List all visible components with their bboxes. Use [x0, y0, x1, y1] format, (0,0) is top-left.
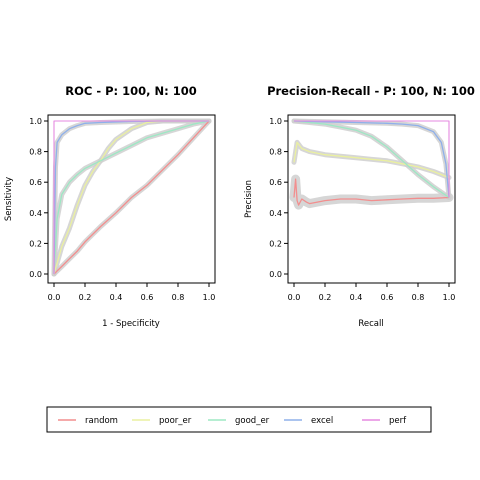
roc-y-axis-label: Sensitivity [4, 177, 14, 221]
roc-y-tick-label: 0.8 [29, 148, 42, 157]
roc-x-axis: 0.0 0.2 0.4 0.6 0.8 1.0 [48, 283, 216, 302]
roc-y-tick-label: 0.0 [29, 270, 42, 279]
pr-x-axis-label: Recall [358, 319, 383, 329]
pr-y-tick-label: 1.0 [269, 117, 282, 126]
roc-line-good-er [53, 120, 210, 275]
pr-y-tick-label: 0.8 [269, 148, 282, 157]
roc-x-tick-label: 0.0 [48, 293, 61, 302]
legend-label-excel: excel [311, 416, 333, 426]
pr-line-excel [293, 120, 450, 198]
roc-x-axis-label: 1 - Specificity [102, 319, 160, 329]
pr-confidence-bands [289, 118, 454, 210]
legend-box [46, 406, 432, 433]
roc-line-random [53, 120, 210, 275]
pr-y-axis: 0.0 0.2 0.4 0.6 0.8 1.0 [269, 117, 288, 279]
pr-line-perf [294, 120, 450, 198]
legend-label-perf: perf [389, 416, 407, 426]
pr-x-tick-label: 0.8 [412, 293, 425, 302]
pr-y-tick-label: 0.2 [269, 239, 282, 248]
pr-line-random [293, 178, 450, 206]
roc-title: ROC - P: 100, N: 100 [65, 84, 197, 98]
pr-x-axis: 0.0 0.2 0.4 0.6 0.8 1.0 [288, 283, 456, 302]
roc-series-lines [53, 120, 210, 275]
pr-line-poor-er [293, 141, 450, 179]
pr-line-good-er [293, 120, 450, 199]
pr-panel: Precision-Recall - P: 100, N: 100 0.0 0.2… [244, 84, 475, 329]
pr-y-tick-label: 0.4 [269, 209, 282, 218]
roc-x-tick-label: 1.0 [203, 293, 216, 302]
roc-y-axis: 0.0 0.2 0.4 0.6 0.8 1.0 [29, 117, 48, 279]
pr-x-tick-label: 0.6 [381, 293, 394, 302]
pr-plot-frame [287, 114, 456, 284]
pr-band-poor-er [291, 139, 452, 181]
legend-label-poor-er: poor_er [159, 416, 192, 426]
roc-x-tick-label: 0.8 [172, 293, 185, 302]
pr-series-lines [293, 120, 450, 206]
roc-line-perf [53, 120, 209, 274]
pr-y-tick-label: 0.0 [269, 270, 282, 279]
legend: random poor_er good_er excel perf [46, 406, 432, 433]
pr-x-tick-label: 1.0 [443, 293, 456, 302]
pr-x-tick-label: 0.2 [319, 293, 332, 302]
pr-x-tick-label: 0.4 [350, 293, 363, 302]
pr-y-axis-label: Precision [244, 180, 254, 218]
roc-panel: ROC - P: 100, N: 100 0.0 0.2 0.4 0.6 0.8 1.0 … [4, 84, 216, 329]
roc-y-tick-label: 0.2 [29, 239, 42, 248]
pr-x-tick-label: 0.0 [288, 293, 301, 302]
pr-y-tick-label: 0.6 [269, 178, 282, 187]
roc-y-tick-label: 0.4 [29, 209, 42, 218]
roc-y-tick-label: 1.0 [29, 117, 42, 126]
roc-x-tick-label: 0.6 [141, 293, 154, 302]
legend-label-good-er: good_er [235, 416, 270, 426]
roc-plot-frame [47, 114, 216, 284]
pr-title: Precision-Recall - P: 100, N: 100 [267, 84, 475, 98]
roc-y-tick-label: 0.6 [29, 178, 42, 187]
roc-x-tick-label: 0.4 [110, 293, 123, 302]
roc-x-tick-label: 0.2 [79, 293, 92, 302]
legend-label-random: random [85, 416, 118, 426]
